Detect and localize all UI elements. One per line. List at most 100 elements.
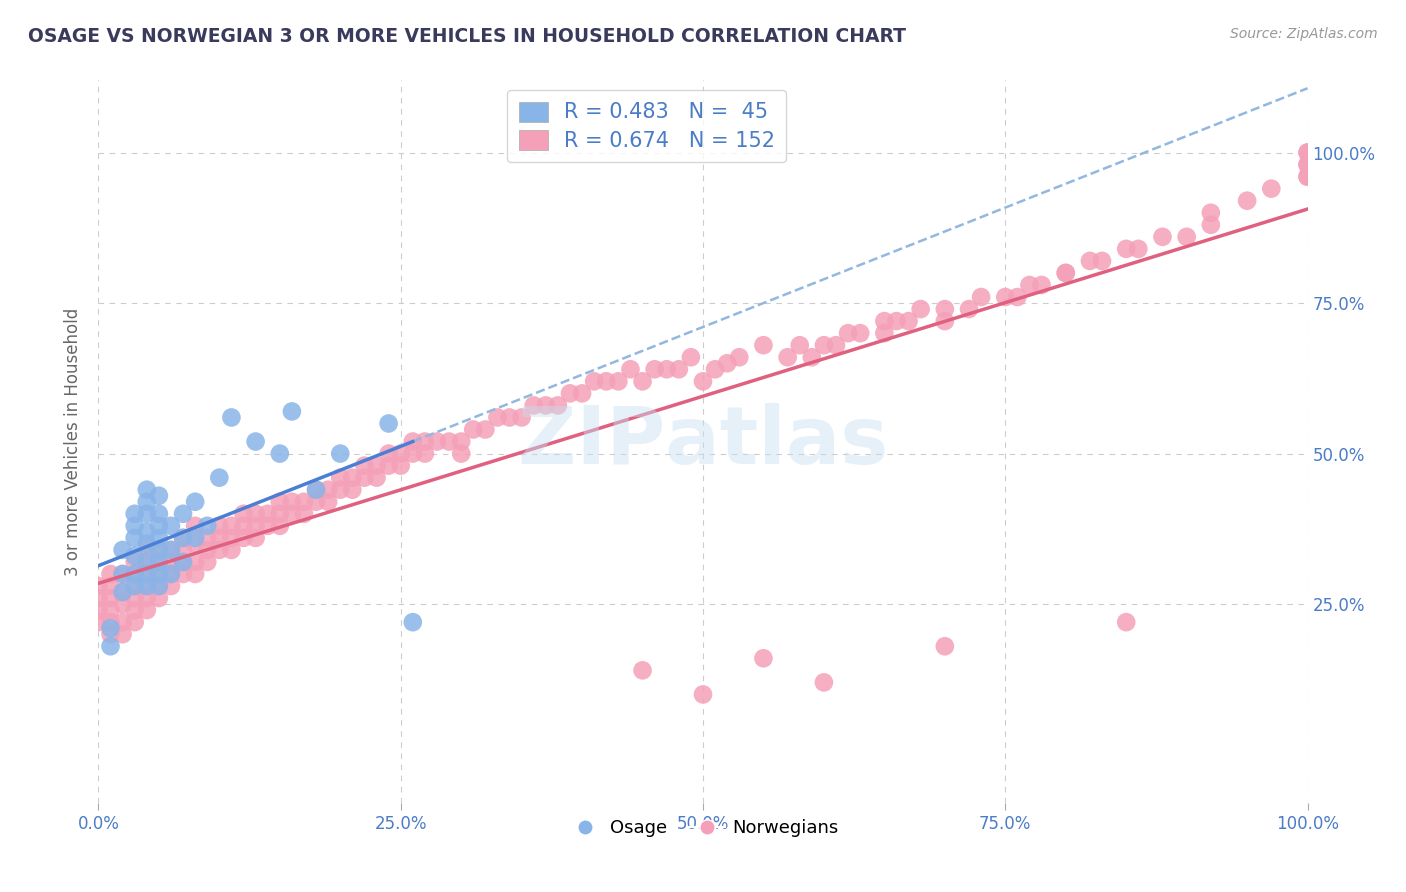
- Point: [1128, 242, 1150, 256]
- Point: [87, 603, 110, 617]
- Point: [486, 410, 509, 425]
- Point: [124, 615, 146, 630]
- Point: [342, 483, 364, 497]
- Point: [463, 423, 485, 437]
- Point: [148, 579, 170, 593]
- Point: [87, 579, 110, 593]
- Point: [873, 314, 896, 328]
- Point: [281, 494, 304, 508]
- Point: [135, 507, 157, 521]
- Point: [269, 494, 291, 508]
- Point: [124, 603, 146, 617]
- Point: [100, 591, 122, 606]
- Point: [221, 531, 243, 545]
- Point: [450, 434, 472, 449]
- Point: [160, 579, 183, 593]
- Point: [160, 519, 183, 533]
- Point: [87, 591, 110, 606]
- Point: [135, 537, 157, 551]
- Point: [124, 567, 146, 582]
- Point: [172, 542, 194, 557]
- Point: [837, 326, 859, 341]
- Point: [245, 531, 267, 545]
- Point: [1152, 230, 1174, 244]
- Point: [111, 585, 134, 599]
- Point: [934, 301, 956, 317]
- Point: [111, 627, 134, 641]
- Point: [813, 338, 835, 352]
- Point: [256, 507, 278, 521]
- Point: [752, 338, 775, 352]
- Point: [329, 483, 352, 497]
- Point: [135, 567, 157, 582]
- Point: [100, 615, 122, 630]
- Point: [571, 386, 593, 401]
- Point: [184, 531, 207, 545]
- Point: [305, 483, 328, 497]
- Point: [281, 404, 304, 418]
- Point: [607, 375, 630, 389]
- Point: [498, 410, 520, 425]
- Point: [256, 519, 278, 533]
- Point: [377, 446, 399, 460]
- Point: [148, 519, 170, 533]
- Point: [124, 591, 146, 606]
- Point: [389, 446, 412, 460]
- Point: [111, 597, 134, 611]
- Point: [789, 338, 811, 352]
- Point: [135, 483, 157, 497]
- Point: [1091, 254, 1114, 268]
- Point: [631, 375, 654, 389]
- Point: [208, 519, 231, 533]
- Point: [1199, 205, 1222, 219]
- Point: [692, 375, 714, 389]
- Point: [957, 301, 980, 317]
- Point: [208, 542, 231, 557]
- Point: [208, 531, 231, 545]
- Point: [184, 494, 207, 508]
- Point: [1031, 277, 1053, 292]
- Point: [1296, 158, 1319, 172]
- Point: [366, 471, 388, 485]
- Point: [776, 350, 799, 364]
- Point: [910, 301, 932, 317]
- Point: [292, 494, 315, 508]
- Point: [232, 507, 254, 521]
- Point: [148, 507, 170, 521]
- Point: [124, 579, 146, 593]
- Point: [135, 567, 157, 582]
- Point: [813, 675, 835, 690]
- Point: [148, 542, 170, 557]
- Point: [704, 362, 727, 376]
- Point: [1007, 290, 1029, 304]
- Point: [148, 579, 170, 593]
- Point: [87, 615, 110, 630]
- Point: [994, 290, 1017, 304]
- Point: [849, 326, 872, 341]
- Point: [934, 314, 956, 328]
- Point: [184, 555, 207, 569]
- Point: [534, 398, 557, 412]
- Point: [100, 567, 122, 582]
- Point: [245, 434, 267, 449]
- Point: [111, 585, 134, 599]
- Point: [172, 531, 194, 545]
- Point: [1175, 230, 1198, 244]
- Point: [135, 555, 157, 569]
- Point: [402, 446, 425, 460]
- Point: [135, 603, 157, 617]
- Point: [221, 542, 243, 557]
- Point: [245, 519, 267, 533]
- Point: [474, 423, 496, 437]
- Point: [1018, 277, 1040, 292]
- Point: [172, 555, 194, 569]
- Point: [583, 375, 606, 389]
- Point: [1115, 242, 1137, 256]
- Point: [111, 542, 134, 557]
- Point: [679, 350, 702, 364]
- Point: [825, 338, 848, 352]
- Point: [353, 471, 375, 485]
- Point: [716, 356, 738, 370]
- Point: [148, 591, 170, 606]
- Point: [124, 579, 146, 593]
